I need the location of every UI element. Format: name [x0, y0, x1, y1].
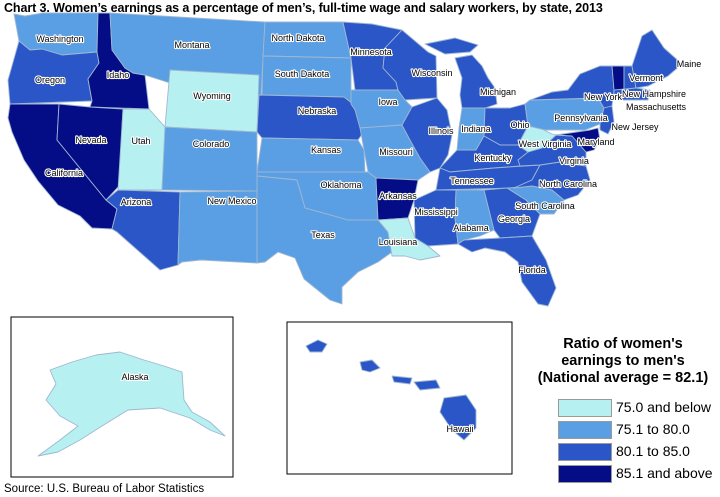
state-label-alaska: Alaska [121, 372, 148, 382]
state-label-michigan: Michigan [480, 87, 516, 97]
state-label-iowa: Iowa [378, 97, 397, 107]
state-label-virginia: Virginia [559, 156, 589, 166]
state-label-new-hampshire: New Hampshire [622, 89, 686, 99]
state-shapes [7, 12, 683, 457]
state-new-jersey [599, 105, 615, 135]
state-florida [457, 235, 557, 307]
state-label-utah: Utah [131, 136, 150, 146]
state-vermont [611, 65, 625, 91]
legend-swatch-lowest [558, 399, 612, 417]
chart-title: Chart 3. Women’s earnings as a percentag… [4, 1, 603, 15]
state-label-massachusetts: Massachusetts [626, 102, 687, 112]
alaska-inset-frame [10, 316, 234, 478]
state-label-vermont: Vermont [629, 73, 663, 83]
state-label-indiana: Indiana [461, 124, 491, 134]
legend-title-line-1: Ratio of women's [563, 336, 683, 352]
state-label-new-mexico: New Mexico [207, 196, 256, 206]
state-label-georgia: Georgia [498, 214, 530, 224]
state-label-arizona: Arizona [121, 197, 152, 207]
legend-label-lowest: 75.0 and below [616, 399, 711, 415]
state-colorado [161, 126, 258, 192]
state-label-west-virginia: West Virginia [519, 139, 572, 149]
state-label-mississippi: Mississippi [414, 207, 458, 217]
state-massachusetts [613, 87, 651, 101]
state-louisiana [377, 217, 441, 261]
hawaii-inset-frame [286, 321, 513, 475]
state-label-hawaii: Hawaii [446, 424, 473, 434]
state-nebraska [256, 94, 366, 141]
state-labels: Washington Oregon California Idaho Nevada Mon… [34, 32, 702, 435]
state-label-arkansas: Arkansas [379, 191, 417, 201]
state-label-tennessee: Tennessee [450, 176, 494, 186]
state-label-illinois: Illinois [428, 126, 454, 136]
legend-swatch-mid [558, 443, 612, 461]
state-label-south-carolina: South Carolina [515, 201, 575, 211]
state-label-wyoming: Wyoming [193, 91, 230, 101]
state-north-carolina [513, 161, 591, 201]
state-label-nebraska: Nebraska [298, 106, 337, 116]
legend-label-low: 75.1 to 80.0 [616, 421, 690, 437]
legend-title-line-3: (National average = 82.1) [537, 370, 709, 386]
state-mississippi [413, 189, 459, 247]
state-label-new-york: New York [584, 92, 623, 102]
state-alaska [37, 351, 226, 457]
state-label-florida: Florida [518, 265, 546, 275]
state-label-nevada: Nevada [75, 135, 106, 145]
state-label-south-dakota: South Dakota [275, 69, 330, 79]
state-maine [631, 29, 683, 89]
state-label-wisconsin: Wisconsin [411, 68, 452, 78]
state-label-north-dakota: North Dakota [271, 33, 324, 43]
state-label-texas: Texas [311, 230, 335, 240]
state-arkansas [375, 177, 419, 221]
state-label-maine: Maine [677, 59, 702, 69]
legend-swatch-low [558, 421, 612, 439]
legend-title: Ratio of women's earnings to men's (Nati… [528, 336, 718, 387]
state-label-kansas: Kansas [311, 145, 342, 155]
state-texas [256, 175, 393, 305]
legend-title-line-2: earnings to men's [561, 353, 685, 369]
state-label-oregon: Oregon [35, 75, 65, 85]
state-label-kentucky: Kentucky [474, 153, 512, 163]
legend-label-high: 85.1 and above [616, 465, 713, 481]
legend-swatch-high [558, 465, 612, 483]
state-label-california: California [45, 168, 83, 178]
source-note: Source: U.S. Bureau of Labor Statistics [4, 483, 205, 495]
state-label-idaho: Idaho [107, 70, 130, 80]
state-label-minnesota: Minnesota [350, 47, 392, 57]
state-kansas [256, 137, 366, 173]
state-utah [117, 108, 166, 191]
state-wisconsin [382, 29, 438, 101]
state-label-missouri: Missouri [379, 147, 413, 157]
state-label-pennsylvania: Pennsylvania [554, 113, 608, 123]
state-michigan [424, 37, 498, 109]
state-maryland [555, 127, 601, 153]
state-hawaii [305, 339, 477, 441]
state-label-montana: Montana [174, 40, 209, 50]
legend-label-mid: 80.1 to 85.0 [616, 443, 690, 459]
state-label-oklahoma: Oklahoma [320, 180, 361, 190]
state-label-maryland: Maryland [577, 137, 614, 147]
state-label-louisiana: Louisiana [379, 237, 418, 247]
state-label-colorado: Colorado [193, 139, 230, 149]
state-label-north-carolina: North Carolina [539, 179, 597, 189]
state-wyoming [164, 69, 260, 133]
state-label-ohio: Ohio [510, 120, 529, 130]
state-label-washington: Washington [36, 34, 83, 44]
state-label-new-jersey: New Jersey [611, 122, 659, 132]
state-label-alabama: Alabama [453, 223, 489, 233]
